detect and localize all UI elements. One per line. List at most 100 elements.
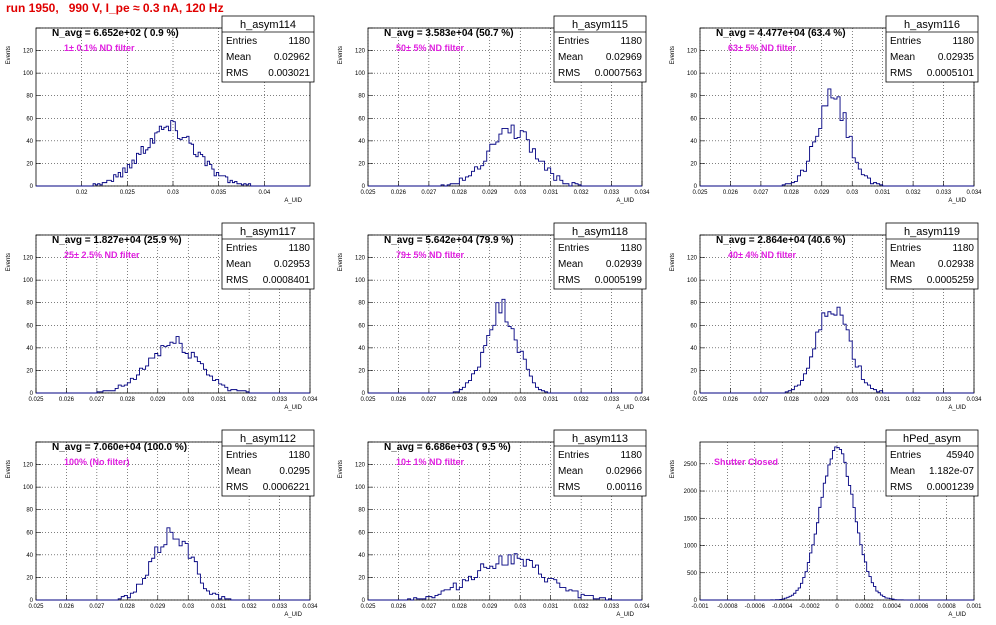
filter-label: Shutter Closed xyxy=(714,457,778,467)
x-tick-label: 0.031 xyxy=(543,190,559,196)
y-tick-label: 1000 xyxy=(684,544,698,550)
stats-value-entries: 45940 xyxy=(946,450,974,461)
x-axis-title: A_UID xyxy=(948,198,966,204)
x-tick-label: 0.032 xyxy=(574,190,590,196)
y-tick-label: 60 xyxy=(358,323,365,329)
x-tick-label: 0.028 xyxy=(784,190,800,196)
x-tick-label: 0.03 xyxy=(167,190,179,196)
y-tick-label: 0 xyxy=(30,391,34,397)
x-tick-label: 0.029 xyxy=(814,397,830,403)
y-tick-label: 40 xyxy=(690,139,697,145)
histogram-svg: 0.025 0.026 0.027 0.028 0.029 0.03 0.031 0.032 0… xyxy=(6,429,318,618)
y-tick-label: 100 xyxy=(23,71,34,77)
y-tick-label: 40 xyxy=(26,139,33,145)
x-axis-title: A_UID xyxy=(284,198,302,204)
stats-key-mean: Mean xyxy=(226,466,251,477)
stats-value-entries: 1180 xyxy=(620,450,642,461)
x-tick-label: 0.034 xyxy=(302,604,318,610)
histogram-svg: 0.025 0.026 0.027 0.028 0.029 0.03 0.031 0.032 0… xyxy=(670,222,982,411)
x-tick-label: -0.0006 xyxy=(745,604,766,610)
histogram-line xyxy=(368,298,642,394)
y-axis-title: Events xyxy=(6,253,12,271)
stats-value-rms: 0.0005259 xyxy=(927,275,975,286)
x-tick-label: 0.033 xyxy=(604,604,620,610)
n-avg-label: N_avg = 4.477e+04 (63.4 %) xyxy=(716,28,846,39)
histogram-line xyxy=(36,336,310,394)
stats-value-rms: 0.0008401 xyxy=(263,275,311,286)
x-tick-label: 0.027 xyxy=(753,397,769,403)
stats-value-mean: 0.02935 xyxy=(938,52,975,63)
run-title: run 1950, 990 V, I_pe ≈ 0.3 nA, 120 Hz xyxy=(6,1,224,15)
y-tick-label: 100 xyxy=(355,485,366,491)
x-tick-label: 0.032 xyxy=(574,397,590,403)
y-tick-label: 0 xyxy=(30,598,34,604)
x-tick-label: 0.033 xyxy=(936,397,952,403)
x-tick-label: 0.035 xyxy=(211,190,227,196)
stats-value-entries: 1180 xyxy=(620,36,642,47)
y-tick-label: 0 xyxy=(362,391,366,397)
x-tick-label: 0.03 xyxy=(846,397,858,403)
y-tick-label: 0 xyxy=(694,391,698,397)
stats-title: h_asym113 xyxy=(572,433,628,445)
y-tick-label: 2000 xyxy=(684,489,698,495)
y-tick-label: 20 xyxy=(26,368,33,374)
histogram-line xyxy=(36,120,310,187)
x-axis-title: A_UID xyxy=(948,612,966,618)
histogram-line xyxy=(700,446,974,601)
x-tick-label: 0.028 xyxy=(784,397,800,403)
stats-key-entries: Entries xyxy=(558,450,589,461)
stats-box xyxy=(221,429,315,497)
stats-value-entries: 1180 xyxy=(952,243,974,254)
x-tick-label: -0.0002 xyxy=(799,604,820,610)
stats-key-rms: RMS xyxy=(890,275,913,286)
y-tick-label: 60 xyxy=(690,116,697,122)
y-tick-label: 0 xyxy=(694,598,698,604)
x-tick-label: 0.029 xyxy=(150,397,166,403)
x-tick-label: 0.032 xyxy=(574,604,590,610)
histogram-svg: 0.02 0.025 0.03 0.035 0.04 0 20 40 60 80 100 120 Eve… xyxy=(6,15,315,204)
stats-box xyxy=(553,222,647,290)
y-axis-title: Events xyxy=(670,253,676,271)
y-tick-label: 120 xyxy=(355,256,366,262)
stats-title: h_asym119 xyxy=(904,226,960,238)
x-tick-label: 0.031 xyxy=(875,190,891,196)
y-tick-label: 40 xyxy=(26,553,33,559)
x-tick-label: 0.0002 xyxy=(855,604,874,610)
y-axis-title: Events xyxy=(670,460,676,478)
stats-value-mean: 0.02962 xyxy=(274,52,311,63)
stats-value-entries: 1180 xyxy=(288,243,310,254)
histogram-pad-h_asym119: 0.025 0.026 0.027 0.028 0.029 0.03 0.031 0.032 0… xyxy=(664,211,996,418)
y-axis-title: Events xyxy=(338,46,344,64)
stats-key-entries: Entries xyxy=(890,450,921,461)
x-tick-label: 0.031 xyxy=(543,604,559,610)
x-tick-label: 0.0004 xyxy=(883,604,902,610)
x-tick-label: 0.033 xyxy=(272,604,288,610)
x-tick-label: 0.025 xyxy=(120,190,136,196)
y-axis-title: Events xyxy=(338,253,344,271)
x-axis-title: A_UID xyxy=(284,405,302,411)
y-tick-label: 120 xyxy=(687,49,698,55)
y-tick-label: 60 xyxy=(26,116,33,122)
x-tick-label: 0.03 xyxy=(514,397,526,403)
filter-label: 63± 5% ND filter xyxy=(728,43,796,53)
x-tick-label: 0.032 xyxy=(242,397,258,403)
x-tick-label: 0.027 xyxy=(753,190,769,196)
y-tick-label: 20 xyxy=(690,368,697,374)
histogram-svg: -0.001 -0.0008 -0.0006 -0.0004 -0.0002 0 0.000… xyxy=(670,429,982,618)
x-tick-label: 0.03 xyxy=(514,190,526,196)
stats-box xyxy=(885,222,979,290)
stats-key-mean: Mean xyxy=(226,259,251,270)
stats-value-mean: 1.182e-07 xyxy=(929,466,974,477)
stats-key-rms: RMS xyxy=(890,68,913,79)
stats-title: h_asym116 xyxy=(904,19,960,31)
y-tick-label: 120 xyxy=(355,463,366,469)
y-tick-label: 2500 xyxy=(684,462,698,468)
y-tick-label: 20 xyxy=(26,161,33,167)
x-tick-label: 0.031 xyxy=(543,397,559,403)
y-tick-label: 100 xyxy=(687,71,698,77)
filter-label: 100% (No filter) xyxy=(64,457,130,467)
histogram-pad-h_asym116: 0.025 0.026 0.027 0.028 0.029 0.03 0.031 0.032 0… xyxy=(664,4,996,211)
stats-value-mean: 0.02966 xyxy=(606,466,643,477)
x-tick-label: 0.026 xyxy=(391,397,407,403)
y-tick-label: 120 xyxy=(23,49,34,55)
